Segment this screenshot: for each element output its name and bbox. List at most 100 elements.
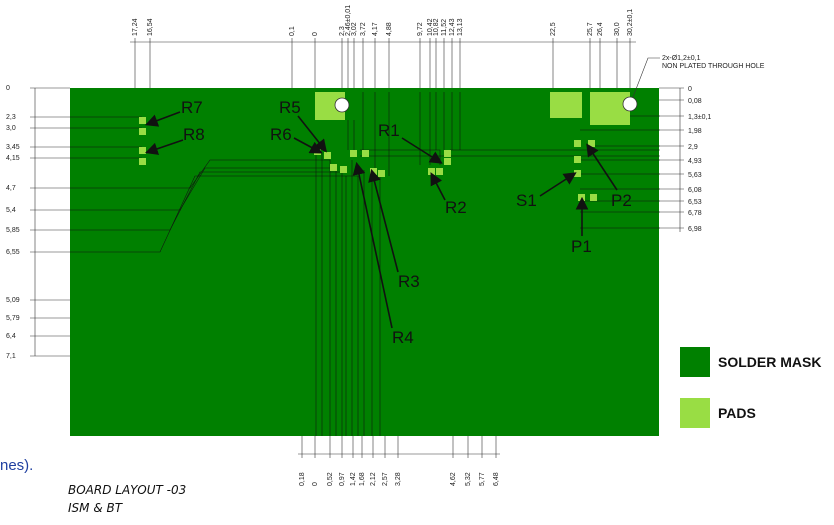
pad [350, 150, 357, 157]
component-labels: R7 R8 R5 R6 R1 R2 R3 R4 S1 P2 P1 [144, 98, 632, 347]
pad [378, 170, 385, 177]
pad [588, 140, 595, 147]
left-dim-label: 5,85 [6, 227, 20, 234]
hole-note-leader [632, 57, 660, 98]
label-arrow [586, 143, 618, 191]
pad [428, 168, 435, 175]
left-dim-label: 4,15 [6, 155, 20, 162]
component-label-r5: R5 [279, 98, 301, 117]
component-label-r8: R8 [183, 125, 205, 144]
left-dim-label: 5,09 [6, 297, 20, 304]
top-dim-label: 26,4 [597, 22, 604, 36]
bottom-dimension-texts: 0,18 0 0,52 0,97 1,42 1,68 2,12 2,57 3,28 4,62 5,3… [299, 472, 500, 486]
top-dim-label: 25,7 [587, 22, 594, 36]
top-dim-label: 22,5 [550, 22, 557, 36]
left-dimension-texts: 0 2,3 3,0 3,45 4,15 4,7 5,4 5,85 6,55 5,09 5,79 6,4… [6, 85, 20, 360]
pad [340, 166, 347, 173]
top-dim-label: 0,1 [289, 26, 296, 36]
bottom-dim-label: 0,52 [327, 472, 334, 486]
bottom-dim-label: 6,48 [493, 472, 500, 486]
top-dim-label: 9,72 [417, 22, 424, 36]
pad [370, 168, 377, 175]
pad [324, 152, 331, 159]
component-label-r6: R6 [270, 125, 292, 144]
bottom-dim-label: 4,62 [450, 472, 457, 486]
component-label-r1: R1 [378, 121, 400, 140]
label-arrow [293, 137, 323, 154]
trace-line [70, 171, 346, 231]
pad [362, 150, 369, 157]
left-dim-label: 2,3 [6, 114, 16, 121]
bottom-dim-label: 0 [312, 482, 319, 486]
component-label-s1: S1 [516, 191, 537, 210]
bottom-dim-label: 5,32 [465, 472, 472, 486]
pad [139, 128, 146, 135]
pad [139, 117, 146, 124]
top-dim-label: 10,42 [427, 18, 434, 36]
pad [574, 140, 581, 147]
right-dim-label: 6,08 [688, 187, 702, 194]
left-dim-label: 7,1 [6, 353, 16, 360]
left-dim-label: 3,45 [6, 144, 20, 151]
top-dim-label: 3,72 [360, 22, 367, 36]
trace-line [70, 167, 336, 211]
top-dim-label: 4,17 [372, 22, 379, 36]
mounting-hole-right [622, 96, 638, 112]
bottom-dim-label: 2,12 [370, 472, 377, 486]
label-arrow [145, 111, 181, 127]
top-dim-label: 30,0 [614, 22, 621, 36]
bottom-dim-label: 0,18 [299, 472, 306, 486]
top-dim-label: 10,82 [433, 18, 440, 36]
top-dim-label: 3,02 [351, 22, 358, 36]
drawing-title: BOARD LAYOUT -03 [68, 483, 186, 497]
right-dim-label: 6,98 [688, 226, 702, 233]
pad [444, 158, 451, 165]
drawing-subtitle: ISM & BT [68, 501, 124, 515]
right-dim-label: 1,98 [688, 128, 702, 135]
text-fragment: nes). [0, 457, 33, 474]
top-dim-label: 2,46±0,01 [345, 5, 352, 36]
top-dim-label: 2,3 [339, 26, 346, 36]
pad [578, 194, 585, 201]
label-arrow [352, 161, 393, 329]
pad-block-right-b [590, 92, 630, 125]
component-label-p1: P1 [571, 237, 592, 256]
solder-mask-board [70, 88, 659, 436]
bottom-dim-label: 1,42 [350, 472, 357, 486]
label-arrow [401, 137, 443, 164]
label-arrow [368, 168, 399, 273]
pad-block-right-a [550, 92, 582, 118]
component-label-r7: R7 [181, 98, 203, 117]
left-dim-label: 4,7 [6, 185, 16, 192]
label-arrow [539, 172, 577, 197]
pad [574, 170, 581, 177]
component-label-r3: R3 [398, 272, 420, 291]
top-dim-label: 4,88 [386, 22, 393, 36]
component-label-r4: R4 [392, 328, 414, 347]
mounting-hole-left [334, 97, 350, 113]
trace-line [70, 159, 330, 189]
right-dim-label: 6,53 [688, 199, 702, 206]
left-dim-label: 6,55 [6, 249, 20, 256]
hole-note-line2: NON PLATED THROUGH HOLE [662, 63, 765, 70]
pad [574, 156, 581, 163]
legend-solder-mask-label: SOLDER MASK [718, 354, 821, 370]
left-dim-label: 5,4 [6, 207, 16, 214]
right-dim-label: 6,78 [688, 210, 702, 217]
component-label-r2: R2 [445, 198, 467, 217]
bottom-dim-label: 1,68 [359, 472, 366, 486]
top-dim-label: 17,24 [132, 18, 139, 36]
top-dim-label: 30,2±0,1 [627, 9, 634, 36]
top-dim-label: 13,13 [457, 18, 464, 36]
pad [139, 147, 146, 154]
pad [436, 168, 443, 175]
right-dim-label: 2,9 [688, 144, 698, 151]
legend-solder-mask-swatch [680, 347, 710, 377]
bottom-dim-label: 5,77 [479, 472, 486, 486]
top-dim-label: 0 [312, 32, 319, 36]
right-dim-label: 0,08 [688, 98, 702, 105]
legend-pads-swatch [680, 398, 710, 428]
top-dim-label: 11,52 [441, 19, 448, 36]
pad [590, 194, 597, 201]
